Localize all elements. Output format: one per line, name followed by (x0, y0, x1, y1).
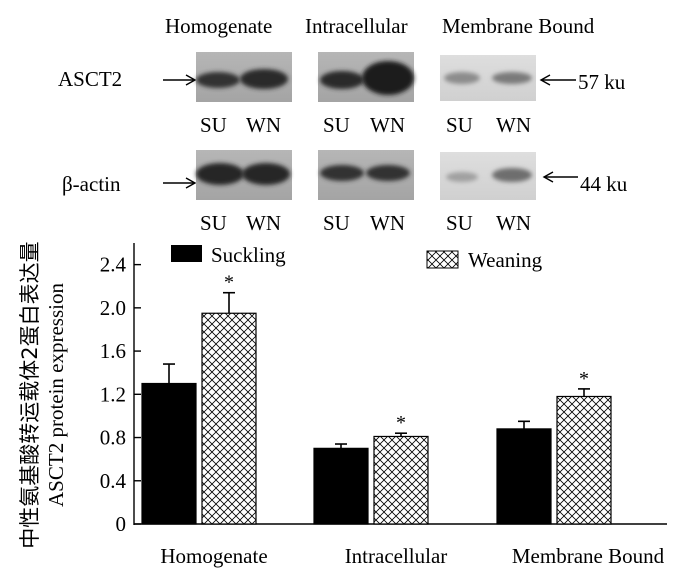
blot-column-header-homogenate: Homogenate (165, 14, 272, 38)
legend-label-weaning: Weaning (468, 248, 543, 272)
legend-swatch-weaning (426, 250, 459, 269)
lane-label-su: SU (323, 211, 350, 235)
category-label-intracellular: Intracellular (345, 544, 448, 568)
right-arrow-icon (539, 74, 576, 86)
significance-marker: * (396, 412, 406, 434)
lane-labels-row-1: SU WN SU WN SU WN (200, 113, 531, 137)
lane-labels-row-2: SU WN SU WN SU WN (200, 211, 531, 235)
lane-label-wn: WN (246, 211, 281, 235)
blot-column-header-membrane-bound: Membrane Bound (442, 14, 595, 38)
lane-label-wn: WN (496, 211, 531, 235)
bar-weaning-intracellular (373, 435, 429, 525)
right-arrow-icon (542, 171, 578, 183)
lane-label-su: SU (446, 113, 473, 137)
blot-row-label-asct2: ASCT2 (58, 67, 122, 91)
blot-image-actin-homogenate (196, 150, 292, 200)
left-arrow-icon (163, 74, 197, 86)
lane-label-su: SU (323, 113, 350, 137)
bar-suckling-membrane-bound (496, 428, 552, 525)
y-tick-label: 0 (116, 512, 127, 536)
blot-image-actin-intracellular (318, 150, 414, 200)
bar-weaning-membrane-bound (556, 395, 612, 525)
lane-label-su: SU (200, 113, 227, 137)
y-axis-title-english: ASCT2 protein expression (44, 283, 68, 507)
bar-weaning-homogenate (201, 312, 257, 525)
bar-chart: 中性氨基酸转运载体2蛋白表达量 ASCT2 protein expression… (18, 241, 667, 568)
y-axis-title-chinese: 中性氨基酸转运载体2蛋白表达量 (18, 241, 42, 548)
blot-image-asct2-intracellular (318, 52, 414, 102)
bar-suckling-intracellular (313, 447, 369, 525)
significance-marker: * (224, 272, 234, 294)
y-tick-label: 0.4 (100, 469, 127, 493)
lane-label-su: SU (200, 211, 227, 235)
y-tick-label: 1.6 (100, 339, 126, 363)
y-tick-label: 1.2 (100, 382, 126, 406)
legend-label-suckling: Suckling (211, 243, 286, 267)
lane-label-wn: WN (246, 113, 281, 137)
blot-column-header-intracellular: Intracellular (305, 14, 408, 38)
blot-size-label-44: 44 ku (580, 172, 628, 196)
bars: * * * (141, 272, 612, 525)
blot-image-asct2-membrane (440, 55, 536, 101)
y-tick-label: 0.8 (100, 426, 126, 450)
category-label-homogenate: Homogenate (160, 544, 267, 568)
y-ticks: 0 0.4 0.8 1.2 1.6 2.0 2.4 (100, 253, 141, 536)
significance-marker: * (579, 368, 589, 390)
lane-label-su: SU (446, 211, 473, 235)
blot-panel: Homogenate Intracellular Membrane Bound … (58, 14, 628, 235)
bar-suckling-homogenate (141, 382, 197, 525)
blot-size-label-57: 57 ku (578, 70, 626, 94)
category-label-membrane-bound: Membrane Bound (512, 544, 665, 568)
left-arrow-icon (163, 177, 197, 189)
blot-row-label-beta-actin: β-actin (62, 172, 121, 196)
blot-image-asct2-homogenate (196, 52, 292, 102)
lane-label-wn: WN (370, 113, 405, 137)
y-tick-label: 2.4 (100, 253, 127, 277)
lane-label-wn: WN (370, 211, 405, 235)
blot-image-actin-membrane (440, 152, 536, 200)
legend-swatch-suckling (171, 245, 202, 262)
y-tick-label: 2.0 (100, 296, 126, 320)
legend: Suckling Weaning (171, 243, 543, 272)
lane-label-wn: WN (496, 113, 531, 137)
